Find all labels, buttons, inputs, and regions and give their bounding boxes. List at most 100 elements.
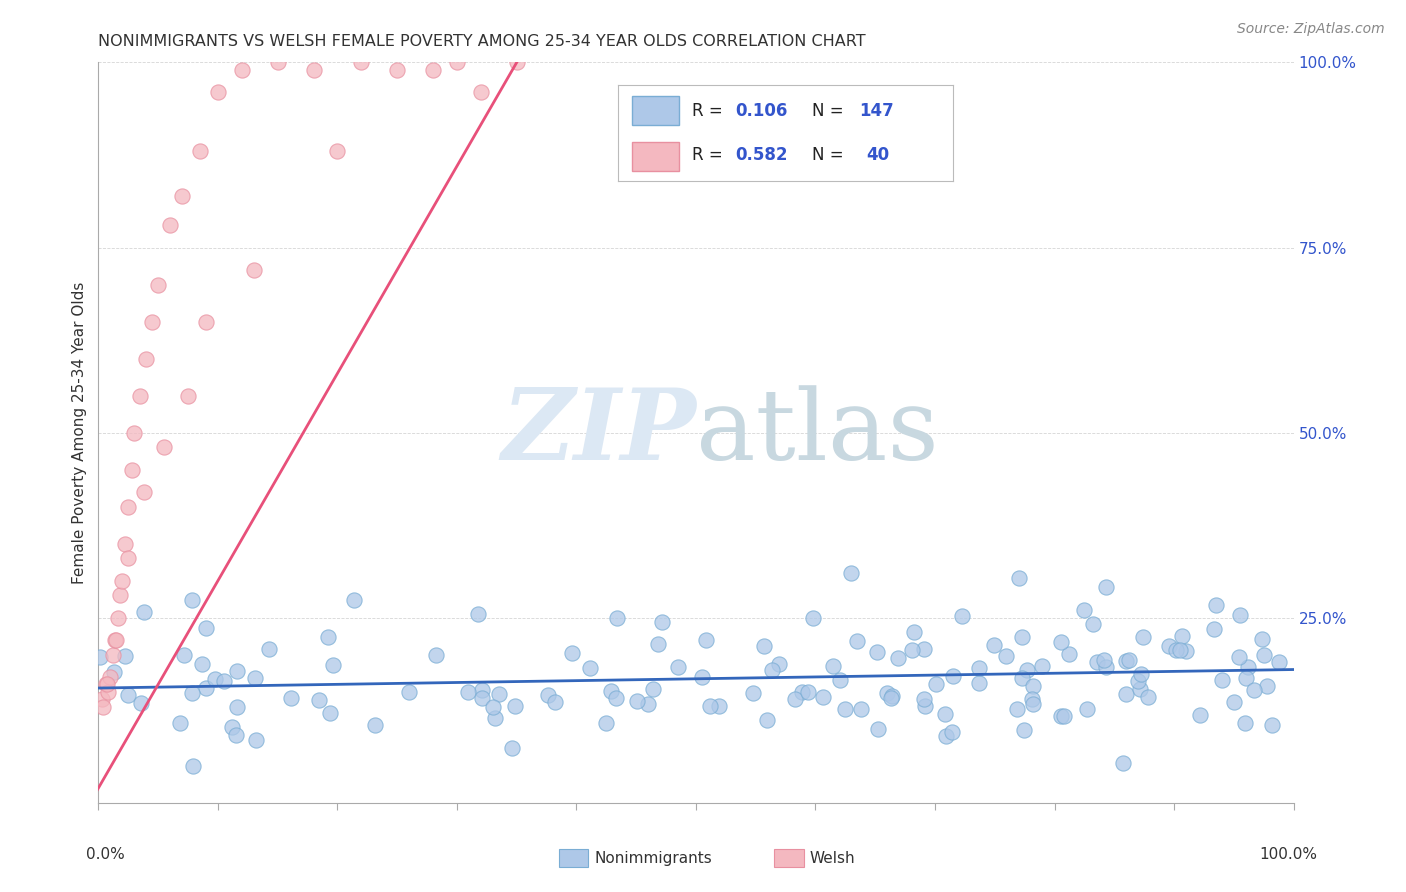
Point [322,658,344,673]
Point [1011,630,1033,644]
Point [181,686,204,700]
Point [1005,702,1028,716]
Point [752,639,775,653]
Point [104,632,127,647]
Point [467,607,489,621]
FancyBboxPatch shape [558,848,589,867]
Point [876,686,898,700]
Point [651,615,673,629]
Point [195,314,218,328]
Point [94,677,117,691]
Point [105,632,128,647]
Point [172,188,194,202]
Point [135,351,157,366]
Point [308,693,330,707]
Point [1168,643,1191,657]
Point [942,669,965,683]
Point [1129,682,1152,697]
Point [114,536,136,550]
Point [231,62,253,77]
Point [1073,603,1095,617]
Point [482,700,505,714]
Point [935,729,957,743]
Text: 0.0%: 0.0% [87,847,125,863]
Point [364,718,387,732]
Point [666,660,689,674]
Point [605,691,627,706]
Point [129,697,152,711]
Point [343,593,366,607]
Point [903,624,925,639]
Point [1222,695,1244,709]
Point [934,706,956,721]
Point [148,277,170,292]
Point [839,566,862,581]
Point [912,641,935,656]
Point [1081,617,1104,632]
Point [1227,649,1250,664]
Point [1085,655,1108,669]
Point [783,691,806,706]
Point [101,648,124,662]
Point [181,758,204,772]
Point [967,676,990,690]
Point [755,713,778,727]
Point [1229,608,1251,623]
Point [761,663,783,677]
Point [204,672,226,686]
Text: Nonimmigrants: Nonimmigrants [595,851,711,866]
Point [318,706,340,720]
Text: Welsh: Welsh [810,851,855,866]
Point [1021,692,1043,706]
Point [1118,653,1140,667]
Point [169,716,191,731]
Point [97,685,120,699]
Point [117,688,139,702]
Point [866,722,889,736]
Point [1092,652,1115,666]
Point [132,605,155,619]
Point [849,702,872,716]
Point [950,609,973,624]
Point [350,55,373,70]
Point [828,673,851,687]
Point [503,698,526,713]
Point [900,643,922,657]
Point [501,740,523,755]
Point [117,551,139,566]
Point [1053,709,1076,723]
Point [91,699,114,714]
Point [1137,690,1160,705]
Point [98,670,122,684]
Point [316,630,339,644]
Point [1128,674,1150,689]
Point [111,574,134,588]
Point [225,700,247,714]
Point [471,691,494,706]
Point [1012,723,1035,737]
Point [141,314,163,328]
Point [1008,571,1031,585]
Point [488,687,510,701]
Point [1022,679,1045,693]
Point [1112,756,1135,770]
Point [89,649,111,664]
Point [506,55,529,70]
Point [1189,707,1212,722]
Point [212,673,235,688]
Point [887,651,910,665]
Point [194,621,217,635]
Point [1233,715,1256,730]
Point [797,685,820,699]
Point [1237,660,1260,674]
Point [1011,671,1033,685]
Point [599,683,621,698]
Text: ZIP: ZIP [501,384,696,481]
Point [385,62,409,77]
Point [470,85,492,99]
Point [471,683,494,698]
Point [425,648,447,662]
Point [595,716,617,731]
Point [225,727,247,741]
Point [207,85,229,99]
